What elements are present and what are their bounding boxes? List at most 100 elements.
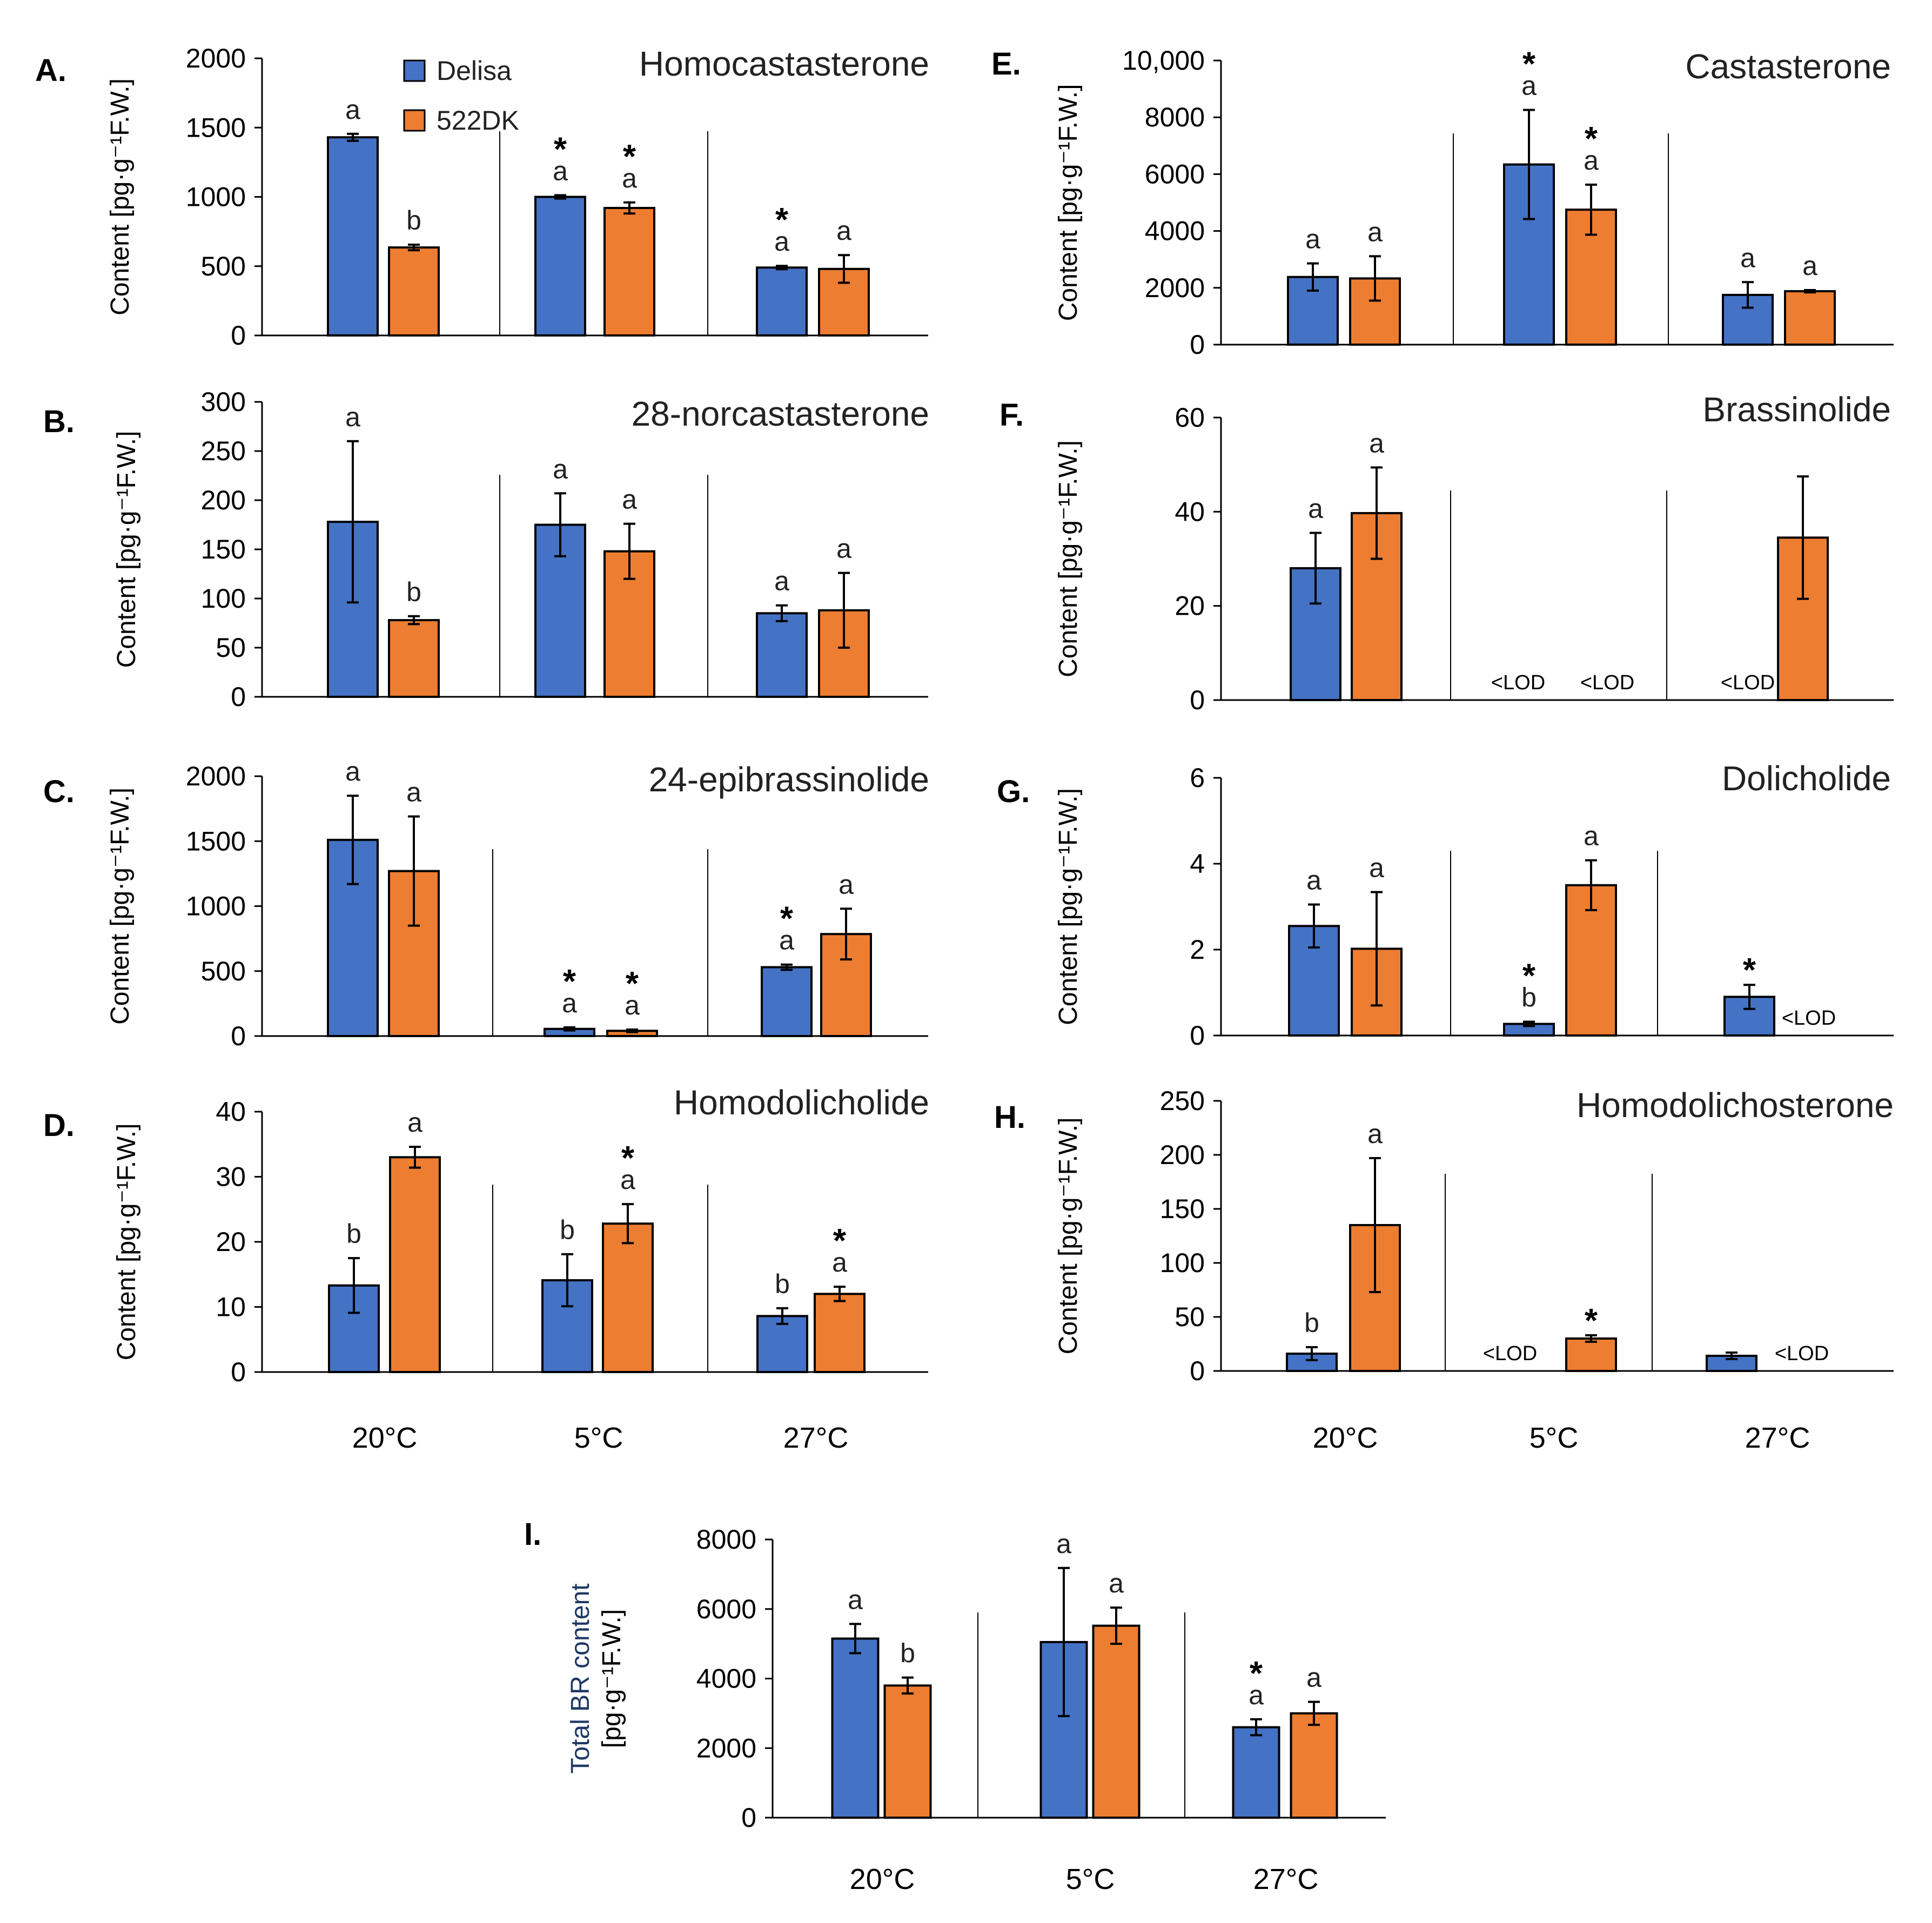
y-tick-label: 0: [231, 320, 246, 351]
y-tick-label: 500: [201, 251, 246, 281]
panel-b: B. 28-norcastasterone Content [pg·g⁻¹F.W.]…: [43, 387, 929, 712]
y-tick-label: 1000: [186, 891, 246, 922]
significance-star: *: [833, 1222, 847, 1260]
significance-letter: a: [1367, 1119, 1383, 1149]
significance-star: *: [554, 131, 567, 168]
significance-letter: a: [774, 566, 789, 596]
significance-letter: a: [622, 163, 637, 193]
significance-letter: a: [1584, 145, 1599, 176]
panel-title: Castasterone: [1685, 47, 1891, 86]
y-tick-label: 200: [1160, 1140, 1205, 1170]
significance-letter: b: [346, 1219, 361, 1249]
significance-letter: a: [345, 402, 360, 432]
panel-title: Homodolicholide: [674, 1083, 929, 1122]
y-tick-label: 10: [216, 1292, 246, 1322]
panel-letter: C.: [43, 774, 75, 809]
panel-title: 28-norcastasterone: [632, 394, 929, 433]
y-axis-label: Content [pg·g⁻¹F.W.]: [106, 78, 135, 315]
significance-letter: b: [406, 577, 421, 607]
significance-letter: a: [1584, 821, 1599, 851]
bar-522dk-2: [814, 1293, 866, 1373]
panel-letter: B.: [43, 404, 75, 439]
bar-delisa-1: [1039, 1640, 1088, 1819]
legend-label: Delisa: [437, 56, 512, 86]
panel-e: E. Castasterone Content [pg·g⁻¹F.W.] 0 2000 4…: [991, 45, 1894, 360]
significance-letter: a: [345, 756, 360, 786]
y-axis-label: Content [pg·g⁻¹F.W.]: [1054, 84, 1083, 321]
x-category-label: 20°C: [1313, 1422, 1378, 1454]
legend-label: 522DK: [437, 105, 519, 136]
significance-letter: a: [779, 925, 794, 956]
significance-letter: a: [1521, 71, 1537, 101]
significance-letter: a: [838, 869, 854, 899]
y-tick-label: 1500: [186, 112, 246, 143]
y-axis-label: Content [pg·g⁻¹F.W.]: [1054, 440, 1083, 677]
panel-title: Brassinolide: [1702, 390, 1891, 429]
y-tick-label: 300: [201, 387, 246, 417]
significance-star: *: [1522, 958, 1536, 995]
bar-522dk-1: [602, 1222, 654, 1373]
lod-label: <LOD: [1483, 1342, 1537, 1365]
y-tick-label: 0: [1190, 685, 1205, 715]
y-tick-label: 1000: [186, 182, 246, 212]
significance-star: *: [621, 1140, 635, 1177]
y-tick-label: 250: [201, 436, 246, 466]
significance-letter: a: [836, 534, 851, 564]
panel-title: Dolicholide: [1722, 759, 1891, 798]
legend: Delisa 522DK: [403, 56, 519, 136]
y-tick-label: 10,000: [1122, 45, 1205, 76]
y-tick-label: 50: [1175, 1302, 1205, 1332]
significance-letter: a: [1249, 1680, 1264, 1710]
y-tick-label: 150: [1160, 1194, 1205, 1224]
y-tick-label: 2000: [186, 761, 246, 791]
y-axis-label: Content [pg·g⁻¹F.W.]: [1054, 788, 1083, 1025]
significance-letter: a: [1306, 1663, 1321, 1693]
significance-star: *: [1250, 1655, 1263, 1692]
significance-letter: b: [560, 1215, 575, 1245]
y-tick-label: 4000: [1145, 216, 1205, 246]
y-tick-label: 4: [1190, 849, 1205, 879]
significance-letter: a: [622, 485, 637, 515]
significance-star: *: [1522, 46, 1536, 83]
y-axis-label-units: [pg·g⁻¹F.W.]: [598, 1609, 626, 1748]
panel-a: A. Homocastasterone Content [pg·g⁻¹F.W.] 0 5…: [35, 43, 929, 351]
significance-star: *: [563, 963, 576, 1000]
y-tick-label: 0: [231, 1021, 246, 1051]
significance-letter: a: [774, 226, 789, 257]
significance-letter: a: [406, 777, 421, 808]
significance-letter: b: [1521, 983, 1537, 1013]
significance-letter: a: [848, 1584, 863, 1615]
y-axis-label: Total BR content: [566, 1583, 595, 1773]
panel-c: C. 24-epibrassinolide Content [pg·g⁻¹F.W.]…: [43, 756, 929, 1051]
y-tick-label: 1500: [186, 826, 246, 856]
lod-label: <LOD: [1721, 671, 1775, 694]
significance-star: *: [623, 138, 636, 176]
x-category-label: 5°C: [1530, 1422, 1579, 1454]
legend-swatch-delisa: [403, 59, 426, 82]
legend-swatch-522dk: [403, 109, 426, 132]
significance-letter: b: [900, 1638, 915, 1669]
panel-title: 24-epibrassinolide: [649, 760, 929, 799]
x-category-label: 20°C: [352, 1422, 418, 1454]
x-category-label: 27°C: [1253, 1863, 1319, 1895]
significance-letter: a: [553, 156, 568, 186]
panel-letter: E.: [991, 46, 1021, 82]
significance-star: *: [626, 965, 639, 1003]
x-category-label: 5°C: [574, 1422, 623, 1454]
significance-star: *: [1743, 952, 1756, 989]
bar-522dk-0: [388, 246, 440, 337]
panel-letter: F.: [999, 398, 1024, 433]
panel-letter: A.: [35, 53, 66, 88]
significance-letter: a: [1367, 217, 1383, 247]
panel-letter: D.: [43, 1108, 75, 1143]
y-axis-label: Content [pg·g⁻¹F.W.]: [112, 1124, 141, 1361]
y-tick-label: 0: [1190, 1020, 1205, 1051]
significance-letter: a: [553, 454, 568, 484]
x-category-label: 5°C: [1066, 1863, 1115, 1895]
bar-delisa-0: [831, 1637, 880, 1819]
y-tick-label: 20: [1175, 591, 1205, 621]
significance-letter: b: [775, 1269, 790, 1299]
y-tick-label: 0: [231, 1357, 246, 1387]
bar-522dk-0: [388, 619, 440, 698]
